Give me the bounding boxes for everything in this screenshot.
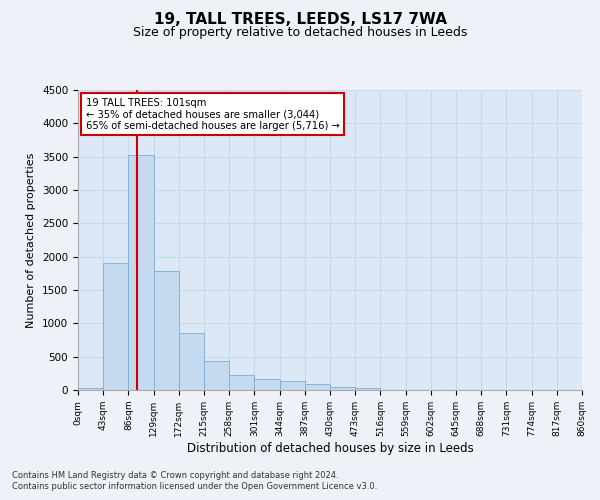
Bar [330,386,355,390]
Bar [154,272,179,390]
Y-axis label: Number of detached properties: Number of detached properties [26,152,37,328]
Text: Contains public sector information licensed under the Open Government Licence v3: Contains public sector information licen… [12,482,377,491]
Text: 19, TALL TREES, LEEDS, LS17 7WA: 19, TALL TREES, LEEDS, LS17 7WA [154,12,446,28]
Bar [128,154,154,390]
Bar [78,388,103,390]
Bar [103,264,128,390]
Text: Size of property relative to detached houses in Leeds: Size of property relative to detached ho… [133,26,467,39]
Bar [305,384,330,390]
Bar [254,380,280,390]
Text: 19 TALL TREES: 101sqm
← 35% of detached houses are smaller (3,044)
65% of semi-d: 19 TALL TREES: 101sqm ← 35% of detached … [86,98,340,130]
Bar [204,362,229,390]
Bar [179,332,204,390]
Bar [355,388,380,390]
Text: Contains HM Land Registry data © Crown copyright and database right 2024.: Contains HM Land Registry data © Crown c… [12,471,338,480]
X-axis label: Distribution of detached houses by size in Leeds: Distribution of detached houses by size … [187,442,473,454]
Bar [229,376,254,390]
Bar [280,382,305,390]
